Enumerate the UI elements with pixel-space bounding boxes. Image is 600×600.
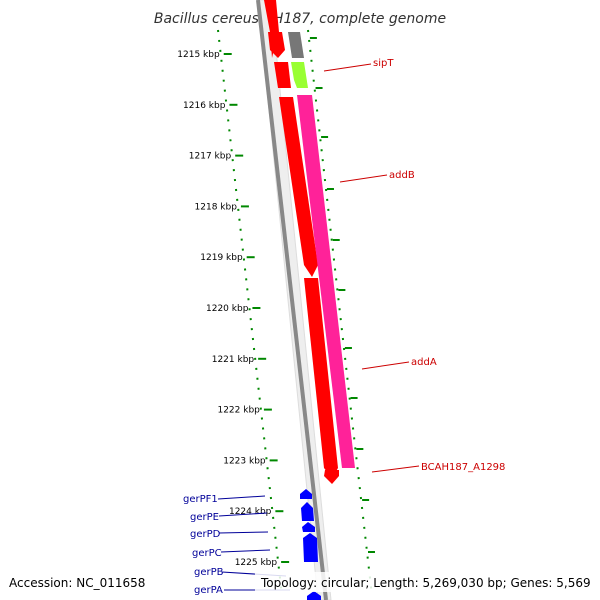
addA-leader: [361, 361, 410, 370]
gene-track: [264, 0, 355, 600]
gene-pink-addA-addB[interactable]: [297, 95, 355, 468]
gene-red-addB-partner[interactable]: [279, 97, 318, 277]
map-title: Bacillus cereus AH187, complete genome: [154, 11, 446, 27]
right-gene-labels: sipT addB addA BCAH187_A1298: [323, 58, 505, 473]
backbone-line: [256, 0, 328, 600]
topology-text: Topology: circular; Length: 5,269,030 bp…: [260, 576, 591, 590]
accession-text: Accession: NC_011658: [9, 576, 145, 590]
gerPF1-leader: [217, 495, 266, 500]
ruler-tick-label: 1217 kbp: [189, 152, 232, 162]
gene-label-gerPE[interactable]: gerPE: [190, 512, 219, 523]
gene-label-addB[interactable]: addB: [389, 170, 415, 181]
ruler-tick-label: 1222 kbp: [217, 406, 260, 416]
ruler: 1215 kbp 1216 kbp 1217 kbp 1218 kbp 1219 kbp…: [177, 37, 375, 568]
gerPD-leader: [218, 531, 269, 534]
gene-red-addA-partner[interactable]: [304, 278, 338, 478]
gene-label-gerPA[interactable]: gerPA: [194, 585, 223, 596]
gene-red-top[interactable]: [264, 0, 279, 58]
gene-label-gerPC[interactable]: gerPC: [192, 548, 222, 559]
ruler-tick-label: 1221 kbp: [212, 355, 255, 365]
ruler-tick-label: 1220 kbp: [206, 304, 249, 314]
ruler-tick-label: 1224 kbp: [229, 507, 272, 517]
gene-label-BCAH187-A1298[interactable]: BCAH187_A1298: [421, 462, 505, 473]
addB-leader: [339, 174, 388, 183]
ruler-tick-label: 1225 kbp: [235, 558, 278, 568]
A1298-leader: [371, 465, 420, 473]
sipT-leader: [323, 63, 372, 72]
gene-label-gerPB[interactable]: gerPB: [194, 567, 224, 578]
gene-blue-gerPA[interactable]: [307, 591, 321, 600]
gene-grey[interactable]: [288, 32, 304, 58]
gene-label-sipT[interactable]: sipT: [373, 58, 394, 69]
ruler-tick-label: 1215 kbp: [177, 50, 220, 60]
gene-label-addA[interactable]: addA: [411, 357, 437, 368]
gene-blue-gerPF1[interactable]: [300, 489, 312, 499]
gene-red-upper[interactable]: [268, 32, 285, 58]
gene-blue-gerPE[interactable]: [301, 502, 314, 521]
gene-red-A1298[interactable]: [324, 470, 339, 484]
gerPE-leader: [218, 512, 268, 517]
gene-red-small[interactable]: [274, 62, 291, 88]
gene-label-gerPF1[interactable]: gerPF1: [183, 494, 218, 505]
ruler-tick-label: 1216 kbp: [183, 101, 226, 111]
gene-blue-gerPD[interactable]: [302, 522, 315, 532]
gene-blue-gerPC[interactable]: [303, 533, 318, 562]
ruler-tick-label: 1218 kbp: [195, 202, 238, 212]
gene-label-gerPD[interactable]: gerPD: [190, 529, 221, 540]
ruler-tick-label: 1219 kbp: [200, 253, 243, 263]
footer-background: [255, 572, 600, 592]
gene-lime-sipT[interactable]: [291, 62, 308, 88]
left-gene-labels: gerPF1 gerPE gerPD gerPC gerPB gerPA: [183, 494, 290, 596]
gerPC-leader: [220, 549, 271, 553]
ruler-tick-label: 1223 kbp: [223, 456, 266, 466]
